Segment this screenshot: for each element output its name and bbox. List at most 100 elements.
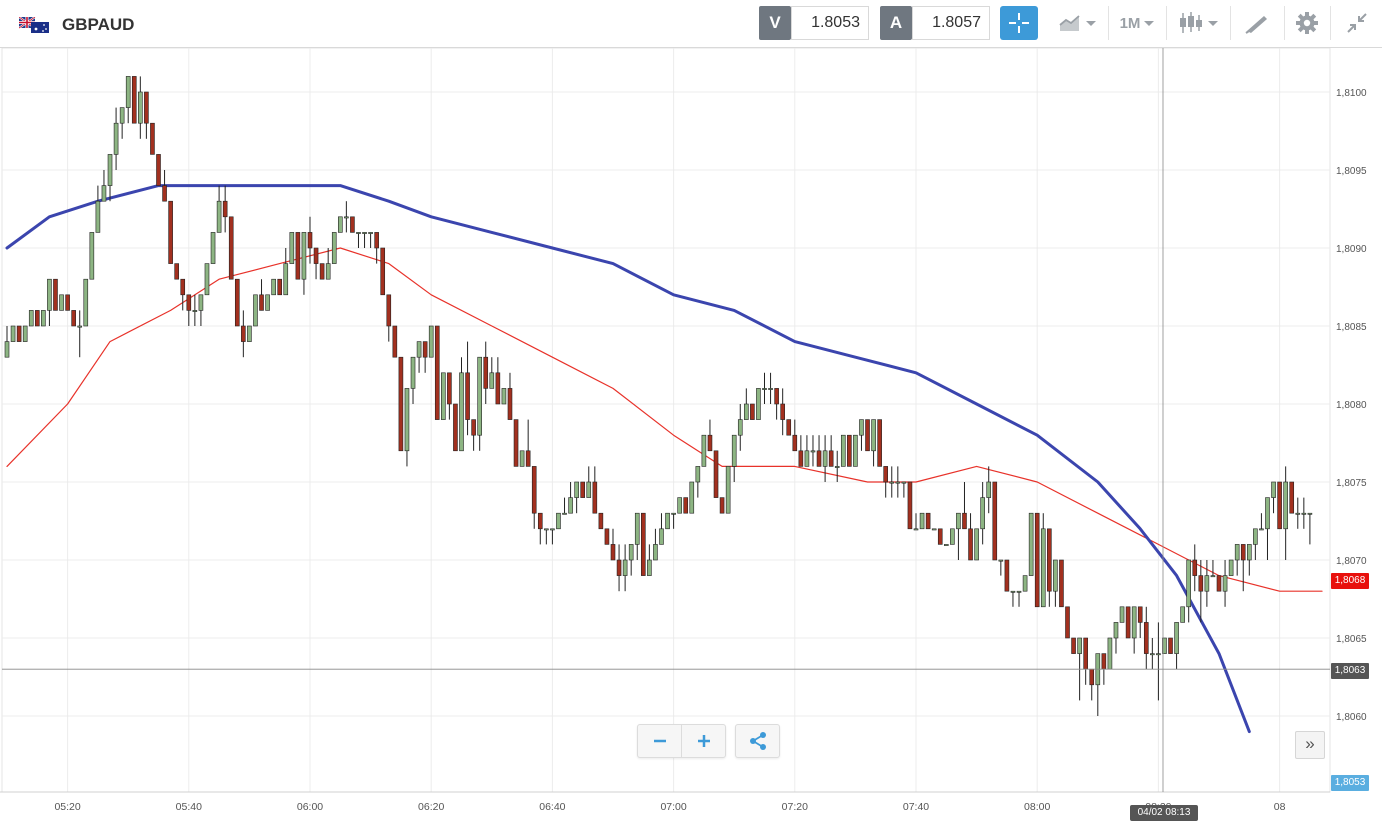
candle-body [447, 372, 452, 405]
crosshair-button[interactable] [1000, 6, 1038, 40]
candle [604, 528, 610, 545]
candle [259, 279, 264, 311]
buy-price[interactable]: 1.8057 [912, 6, 990, 40]
crosshair-time-tag: 04/02 08:13 [1130, 805, 1198, 821]
candle [289, 232, 295, 264]
candle-body [1168, 637, 1173, 654]
candle-body [168, 200, 173, 264]
candle-body [786, 419, 792, 436]
candle-body [744, 403, 749, 420]
price-chart[interactable]: 1,8060 1,8065 1,8070 1,8075 1,8080 1,8085 1,80… [0, 48, 1382, 825]
candle-body [950, 528, 955, 545]
candle-body [859, 419, 864, 436]
candle [1295, 497, 1301, 529]
sell-price[interactable]: 1.8053 [791, 6, 869, 40]
interval-dropdown[interactable]: 1M [1114, 6, 1160, 40]
candle-body [1071, 637, 1076, 654]
candle [441, 372, 446, 420]
candle-body [192, 310, 198, 312]
candle-body [883, 466, 889, 483]
candle-body [10, 325, 16, 342]
candle [204, 263, 210, 296]
candle [174, 263, 179, 280]
candle [410, 356, 416, 404]
candle [447, 372, 452, 420]
candle-body [350, 216, 355, 233]
slow-moving-average-line [5, 184, 1251, 734]
candle [319, 263, 325, 280]
candle-body [980, 497, 985, 530]
candle-body [89, 232, 95, 280]
candle-body [1301, 512, 1307, 515]
candle-body [992, 481, 998, 561]
collapse-chart-button[interactable] [1338, 6, 1376, 40]
candle-body [174, 263, 179, 280]
y-tick-label: 1,8090 [1336, 244, 1367, 255]
candle-body [1101, 653, 1107, 670]
candle [865, 419, 870, 452]
settings-button[interactable] [1290, 6, 1324, 40]
candle-body [816, 450, 822, 467]
candle-body [1150, 653, 1155, 656]
candle-body [792, 434, 798, 452]
candle-body [313, 247, 319, 264]
candle [653, 528, 658, 561]
candle-body [28, 310, 34, 327]
candle-body [386, 294, 392, 327]
share-controls [735, 724, 780, 758]
buy-label[interactable]: A [880, 6, 912, 40]
candle-body [1022, 575, 1028, 592]
candle-body [1131, 606, 1137, 639]
candle-body [392, 325, 398, 358]
crosshair-icon [1009, 13, 1029, 33]
sell-label[interactable]: V [759, 6, 791, 40]
candle-body [586, 481, 592, 498]
candle-body [907, 481, 913, 530]
candle [822, 435, 828, 482]
drawing-tools-button[interactable] [1236, 6, 1278, 40]
candle [222, 185, 228, 233]
zoom-controls [637, 724, 726, 758]
candle [198, 294, 204, 326]
candle-body [1295, 512, 1301, 515]
candle [489, 357, 495, 389]
candle [53, 278, 58, 311]
candle [568, 482, 573, 514]
candle-body [1010, 590, 1016, 593]
candle-body [95, 200, 101, 233]
candle [34, 310, 40, 327]
candle-body [659, 528, 664, 545]
candle [871, 419, 876, 467]
zoom-out-button[interactable] [638, 725, 681, 757]
share-button[interactable] [736, 725, 779, 757]
candle [798, 435, 804, 467]
candle-type-dropdown[interactable] [1172, 6, 1224, 40]
candle [780, 388, 785, 436]
candle [1010, 590, 1016, 607]
candle [786, 419, 792, 436]
candle-body [768, 388, 773, 390]
candle [598, 512, 604, 530]
candle-body [1222, 575, 1228, 592]
zoom-in-button[interactable] [681, 725, 725, 757]
candle-body [895, 481, 901, 484]
candle [434, 325, 440, 420]
interval-label: 1M [1119, 14, 1141, 32]
scroll-to-latest-button[interactable]: » [1295, 731, 1325, 759]
candle-body [956, 512, 961, 530]
candle [1210, 560, 1216, 578]
candle [1259, 513, 1264, 531]
candle [1162, 637, 1167, 654]
candle [150, 122, 155, 155]
candle [162, 170, 167, 202]
candle-body [459, 372, 464, 452]
candle [350, 216, 355, 233]
chart-style-dropdown[interactable] [1052, 6, 1102, 40]
candle-body [822, 450, 828, 467]
candle [428, 325, 434, 358]
candle [992, 481, 998, 561]
candle [628, 544, 634, 576]
y-tick-label: 1,8095 [1336, 166, 1367, 177]
candle-body [180, 278, 186, 296]
candle-body [1162, 637, 1167, 654]
